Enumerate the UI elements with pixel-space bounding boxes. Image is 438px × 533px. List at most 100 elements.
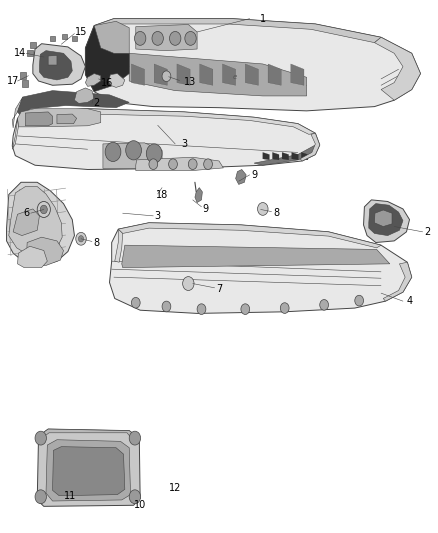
Polygon shape bbox=[136, 157, 223, 171]
Bar bbox=[20, 72, 26, 79]
Polygon shape bbox=[136, 25, 197, 51]
Polygon shape bbox=[7, 182, 74, 265]
Polygon shape bbox=[131, 64, 145, 85]
Polygon shape bbox=[374, 210, 392, 227]
Text: 3: 3 bbox=[181, 139, 187, 149]
Polygon shape bbox=[94, 21, 129, 53]
Polygon shape bbox=[48, 55, 57, 65]
Text: 9: 9 bbox=[251, 170, 257, 180]
Circle shape bbox=[162, 301, 171, 312]
Polygon shape bbox=[374, 37, 420, 100]
Polygon shape bbox=[292, 152, 298, 160]
Circle shape bbox=[146, 144, 162, 163]
Circle shape bbox=[183, 277, 194, 290]
Polygon shape bbox=[263, 152, 269, 160]
Polygon shape bbox=[291, 64, 304, 85]
Text: 9: 9 bbox=[203, 204, 209, 214]
Bar bbox=[27, 50, 33, 56]
Polygon shape bbox=[118, 223, 381, 248]
Polygon shape bbox=[26, 237, 64, 265]
Text: 6: 6 bbox=[23, 208, 29, 218]
Polygon shape bbox=[154, 64, 167, 85]
Polygon shape bbox=[236, 169, 246, 184]
Polygon shape bbox=[12, 97, 23, 128]
Polygon shape bbox=[122, 245, 390, 268]
Circle shape bbox=[258, 203, 268, 215]
Polygon shape bbox=[383, 262, 412, 301]
Text: 12: 12 bbox=[169, 483, 181, 492]
Polygon shape bbox=[18, 109, 101, 127]
Polygon shape bbox=[268, 64, 281, 85]
Text: 11: 11 bbox=[64, 491, 76, 500]
Polygon shape bbox=[18, 246, 47, 268]
Text: 18: 18 bbox=[156, 190, 168, 199]
Text: 16: 16 bbox=[101, 78, 113, 87]
Circle shape bbox=[129, 431, 141, 445]
Polygon shape bbox=[177, 64, 190, 85]
Circle shape bbox=[35, 431, 46, 445]
Polygon shape bbox=[18, 91, 129, 116]
Polygon shape bbox=[223, 64, 236, 85]
Polygon shape bbox=[9, 187, 62, 256]
Polygon shape bbox=[46, 440, 131, 501]
Polygon shape bbox=[53, 447, 125, 496]
Circle shape bbox=[185, 31, 196, 45]
Circle shape bbox=[169, 159, 177, 169]
Polygon shape bbox=[12, 109, 320, 169]
Bar bbox=[72, 36, 77, 41]
Circle shape bbox=[134, 31, 146, 45]
Polygon shape bbox=[37, 429, 140, 506]
Circle shape bbox=[152, 31, 163, 45]
Text: 7: 7 bbox=[216, 284, 222, 294]
Polygon shape bbox=[85, 26, 129, 92]
Circle shape bbox=[78, 236, 84, 242]
Polygon shape bbox=[364, 200, 410, 243]
Polygon shape bbox=[94, 19, 381, 43]
Polygon shape bbox=[103, 143, 162, 168]
Circle shape bbox=[105, 142, 121, 161]
Bar bbox=[22, 80, 28, 87]
Polygon shape bbox=[245, 64, 258, 85]
Polygon shape bbox=[195, 188, 202, 203]
Polygon shape bbox=[129, 53, 307, 96]
Polygon shape bbox=[13, 209, 39, 236]
Text: 2: 2 bbox=[424, 227, 430, 237]
Polygon shape bbox=[369, 204, 403, 236]
Circle shape bbox=[241, 304, 250, 314]
Text: 10: 10 bbox=[134, 500, 146, 510]
Text: e: e bbox=[232, 74, 237, 80]
Polygon shape bbox=[109, 74, 125, 87]
Text: 17: 17 bbox=[7, 76, 19, 86]
Polygon shape bbox=[39, 51, 72, 80]
Circle shape bbox=[204, 159, 212, 169]
Polygon shape bbox=[115, 229, 123, 262]
Polygon shape bbox=[85, 19, 420, 111]
Text: 13: 13 bbox=[184, 77, 197, 86]
Polygon shape bbox=[282, 152, 289, 160]
Text: 2: 2 bbox=[93, 99, 99, 108]
Text: 4: 4 bbox=[406, 296, 413, 306]
Polygon shape bbox=[18, 109, 315, 134]
Circle shape bbox=[149, 159, 158, 169]
Polygon shape bbox=[272, 152, 279, 160]
Circle shape bbox=[197, 304, 206, 314]
Circle shape bbox=[320, 300, 328, 310]
Circle shape bbox=[188, 159, 197, 169]
Text: 14: 14 bbox=[14, 49, 26, 58]
Polygon shape bbox=[57, 114, 77, 124]
Circle shape bbox=[37, 201, 50, 217]
Polygon shape bbox=[254, 145, 315, 165]
Text: 8: 8 bbox=[93, 238, 99, 247]
Circle shape bbox=[40, 205, 47, 214]
Circle shape bbox=[170, 31, 181, 45]
Polygon shape bbox=[200, 64, 213, 85]
Polygon shape bbox=[25, 112, 53, 126]
Text: 8: 8 bbox=[273, 208, 279, 218]
Bar bbox=[30, 42, 36, 48]
Circle shape bbox=[76, 232, 86, 245]
Text: 3: 3 bbox=[155, 211, 161, 221]
Bar bbox=[50, 36, 55, 41]
Polygon shape bbox=[85, 74, 101, 86]
Polygon shape bbox=[33, 44, 85, 85]
Circle shape bbox=[129, 490, 141, 504]
